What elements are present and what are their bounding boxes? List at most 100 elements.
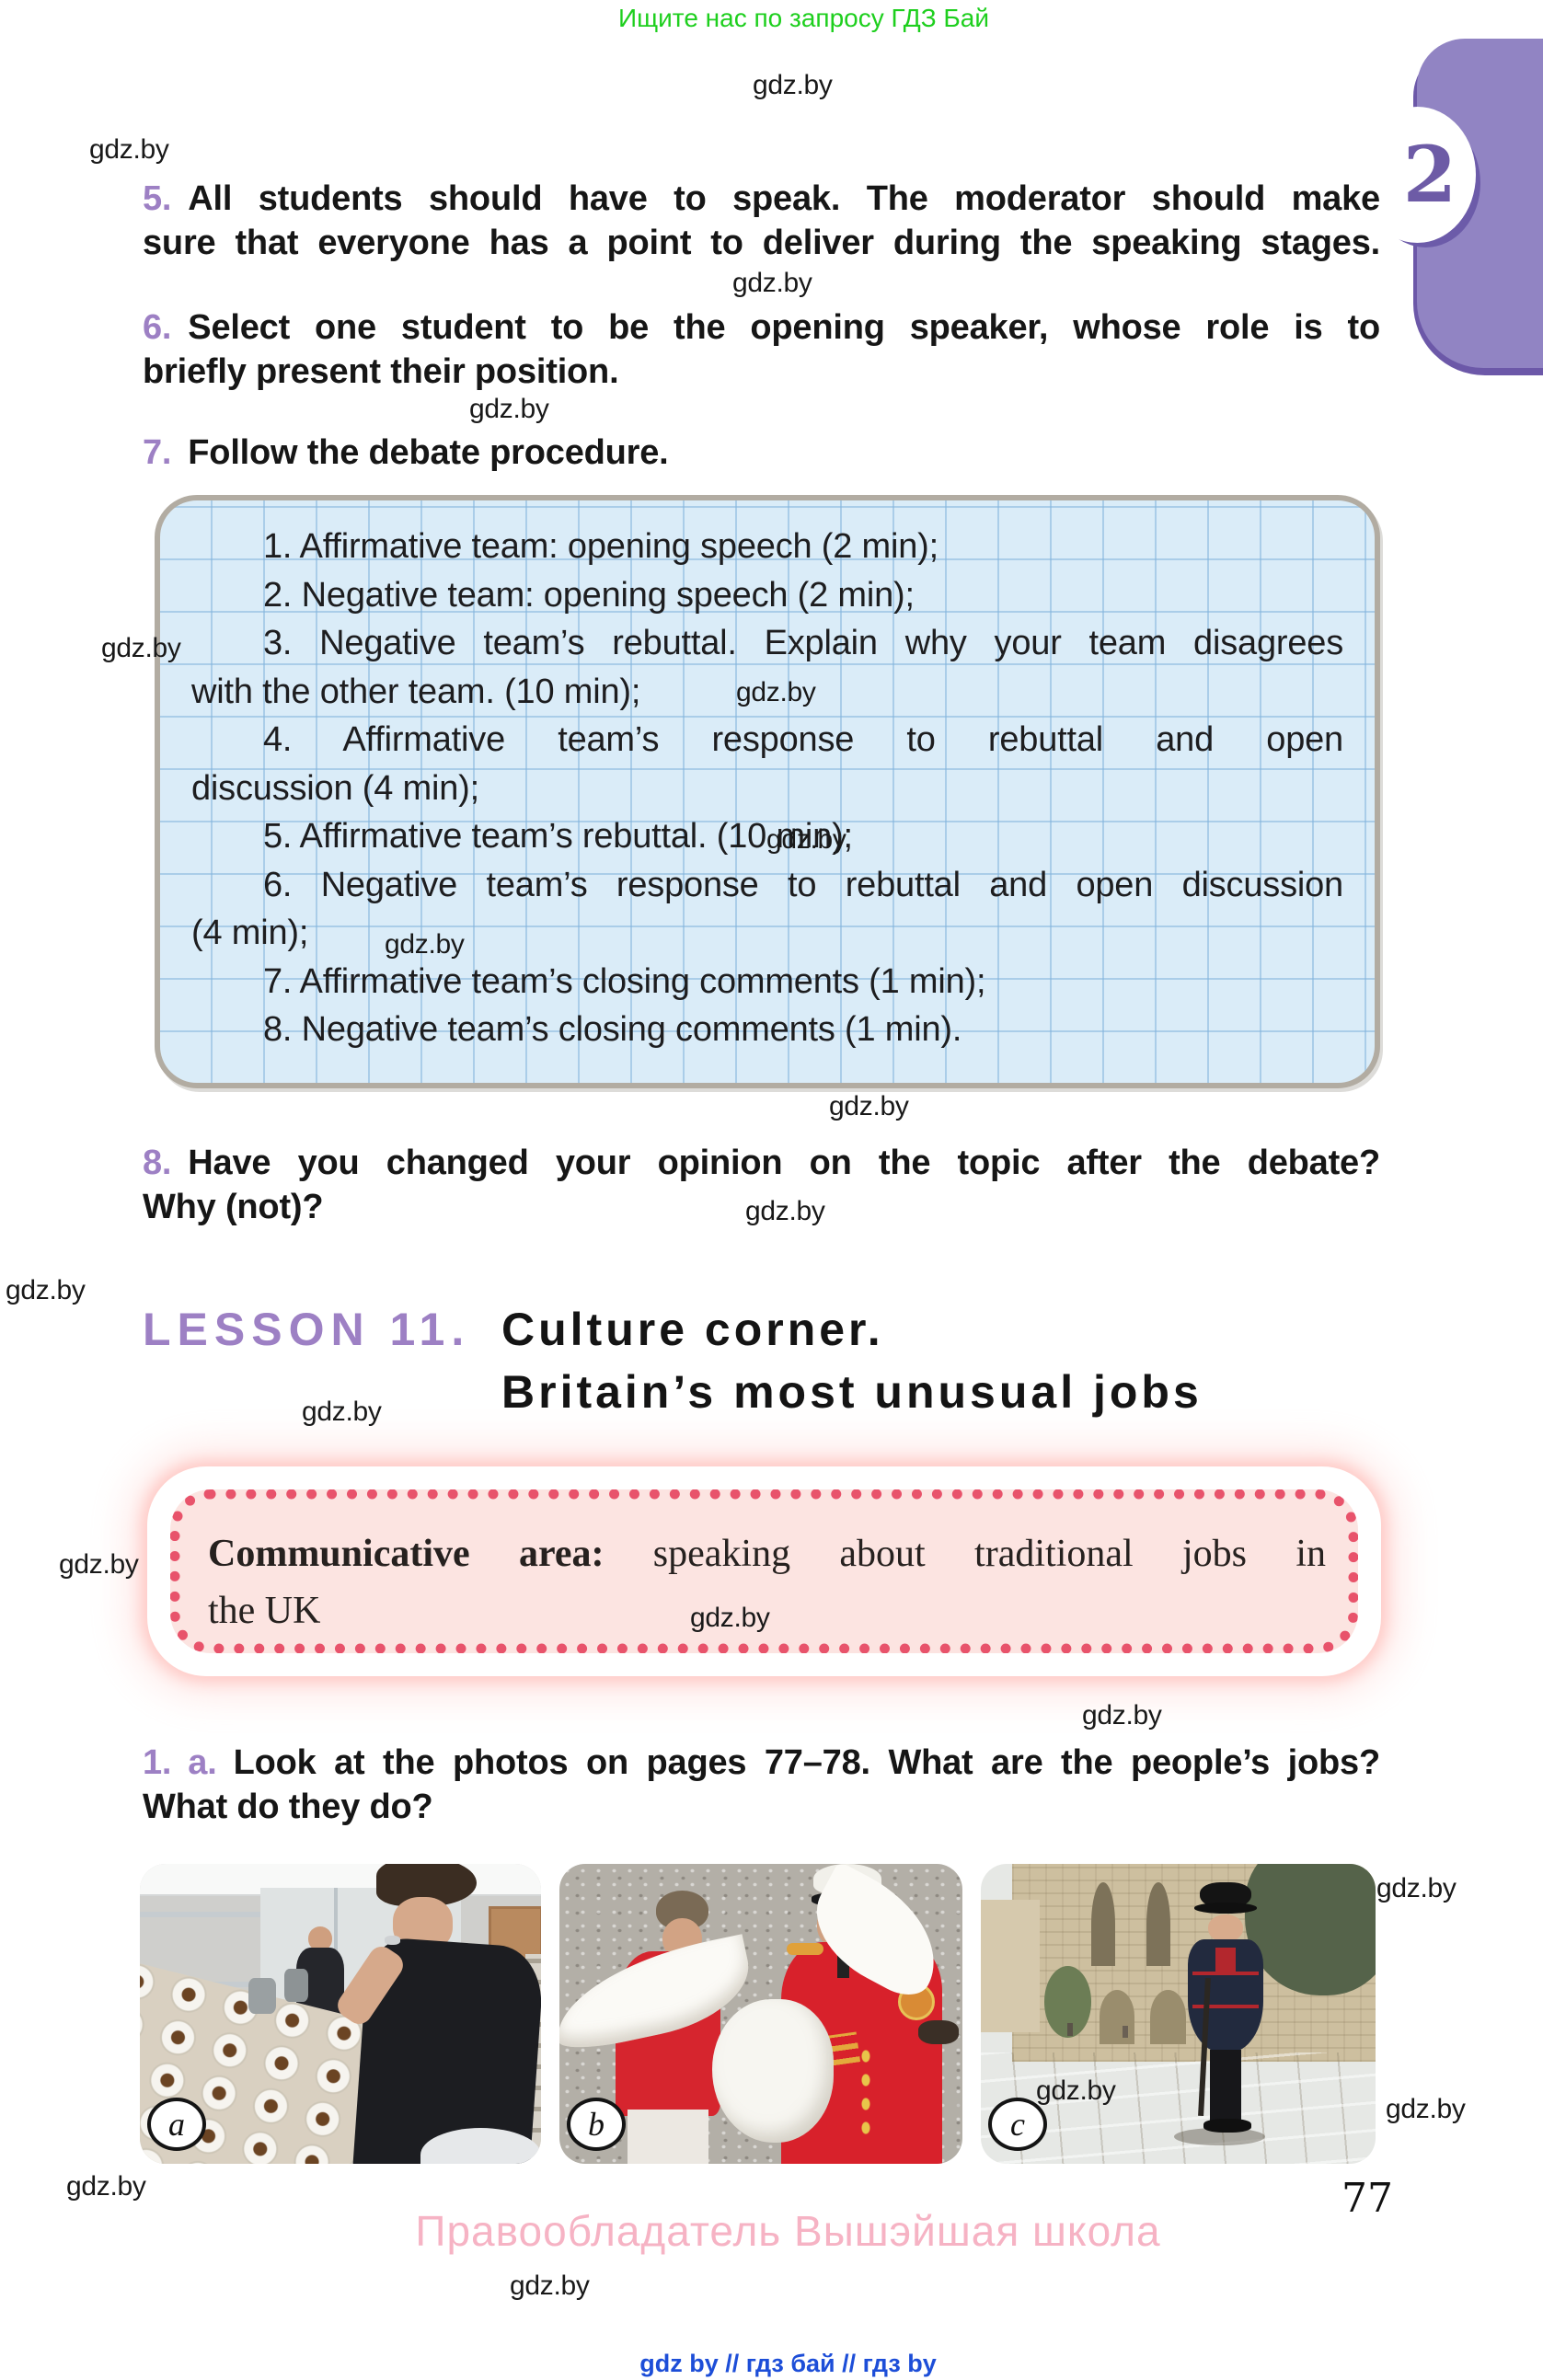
photo-b-label: b [567,2098,626,2151]
gdz-watermark: gdz.by [66,2171,146,2202]
gdz-watermark: gdz.by [1376,1873,1457,1903]
debate-step: 8. Negative team’s closing comments (1 m… [263,1010,962,1049]
photo-c-beefeater: c [981,1864,1376,2164]
man1-white-shorts [628,2110,709,2164]
stone-pavement [981,2052,1376,2164]
gdz-watermark: gdz.by [1082,1700,1162,1730]
gdz-watermark: gdz.by [736,677,816,707]
unit-number: 2 [1402,129,1457,220]
tunic-red-band [1192,1972,1260,1976]
communicative-area-box: Communicative area: speaking about tradi… [147,1466,1381,1676]
beefeater-shoes [1203,2119,1251,2133]
kettle [248,1977,277,2014]
gdz-watermark: gdz.by [690,1603,770,1633]
exercise-text: Look at the photos on pages 77–78. What … [233,1743,1381,1782]
debate-step: 2. Negative team: opening speech (2 min)… [263,575,915,615]
tunic-red-band [1192,2005,1260,2009]
exercise-7-line1: 7. Follow the debate procedure. [143,431,1380,475]
exercise-1a-line2: What do they do? [143,1788,433,1826]
lesson-label: LESSON 11. [143,1304,471,1355]
photo-a-tea-taster: a [140,1864,541,2164]
page-number: 77 [1341,2175,1393,2222]
gdz-watermark: gdz.by [1386,2094,1466,2124]
lesson-title-line2: Britain’s most unusual jobs [501,1366,1203,1418]
background-person-head [308,1926,333,1951]
exercise-text: All students should have to speak. The m… [188,179,1380,218]
debate-step: 1. Affirmative team: opening speech (2 m… [263,527,938,566]
tasting-spoon [384,1936,401,1945]
communicative-area-desc: speaking about traditional jobs in [652,1533,1327,1575]
exercise-7: 7. Follow the debate procedure. [143,431,1380,475]
debate-step: 5. Affirmative team’s rebuttal. (10 min)… [263,817,853,856]
man2-buttons [858,2043,874,2140]
gdz-watermark: gdz.by [753,70,833,100]
exercise-number: 8. [143,1144,172,1182]
exercise-text: Select one student to be the opening spe… [188,308,1380,347]
exercise-number: 7. [143,433,172,472]
arch-shadow [1150,1989,1187,2044]
exercise-number: 1. [143,1743,172,1782]
exercise-6-line2: briefly present their position. [143,352,619,391]
unit-tab-notch [1359,107,1476,243]
distant-person [1067,2022,1074,2036]
exercise-8: 8. Have you changed your opinion on the t… [143,1141,1380,1229]
gdz-watermark: gdz.by [101,633,181,663]
gdz-watermark: gdz.by [829,1091,909,1121]
swan-head [917,2019,959,2044]
exercise-text: Have you changed your opinion on the top… [188,1144,1380,1182]
small-tree [1043,1965,1092,2039]
green-search-hint: Ищите нас по запросу ГДЗ Бай [618,4,990,32]
exercise-5-line1: 5. All students should have to speak. The… [143,177,1380,221]
communicative-area-inner: Communicative area: speaking about tradi… [170,1489,1358,1653]
photo-b-swan-uppers: b [559,1864,962,2164]
tunic-crown-emblem [1215,1948,1236,1972]
debate-step: discussion (4 min); [191,768,479,808]
gdz-watermark: gdz.by [89,134,169,165]
arch-shadow [1099,1989,1135,2044]
arched-window [1091,1881,1115,1966]
gdz-watermark: gdz.by [469,394,549,424]
exercise-5-line2: sure that everyone has a point to delive… [143,224,1380,262]
communicative-area-line1: Communicative area: speaking about tradi… [208,1525,1326,1582]
communicative-area-text: Communicative area: speaking about tradi… [208,1525,1326,1639]
exercise-1a: 1. a. Look at the photos on pages 77–78. W… [143,1741,1380,1829]
exercise-number: 5. [143,179,172,218]
beefeater-legs [1209,2050,1242,2125]
debate-procedure-box: 1. Affirmative team: opening speech (2 m… [155,495,1380,1088]
exercise-text: Follow the debate procedure. [188,433,669,472]
exercise-subletter: a. [188,1743,217,1782]
debate-step: (4 min); [191,914,309,952]
exercise-8-line1: 8. Have you changed your opinion on the t… [143,1141,1380,1185]
debate-step: with the other team. (10 min); [191,672,641,711]
debate-step: 4. Affirmative team’s response to rebutt… [263,720,1343,759]
arched-window [1146,1881,1170,1966]
gdz-watermark: gdz.by [1036,2075,1116,2106]
exercise-1a-line1: 1. a. Look at the photos on pages 77–78. W… [143,1741,1380,1785]
hat-brim [1193,1903,1258,1914]
exercise-6-line1: 6. Select one student to be the opening s… [143,305,1380,350]
gdz-watermark: gdz.by [766,824,846,855]
kettle [283,1969,309,2002]
man2-epaulette [787,1943,823,1956]
debate-step: 6. Negative team’s response to rebuttal … [263,865,1343,904]
photo-c-label: c [988,2098,1047,2151]
gdz-watermark: gdz.by [732,268,812,298]
figure-shadow [1174,2127,1265,2146]
gdz-watermark: gdz.by [510,2271,590,2301]
gdz-watermark: gdz.by [6,1275,86,1305]
beefeater-face [1207,1914,1244,1942]
tower-turret [981,1900,1041,2032]
exercise-number: 6. [143,308,172,347]
distant-person [1123,2026,1129,2039]
gdz-watermark: gdz.by [745,1196,825,1226]
debate-step: 3. Negative team’s rebuttal. Explain why… [263,624,1343,662]
gdz-watermark: gdz.by [302,1397,382,1427]
exercise-5: 5. All students should have to speak. The… [143,177,1380,265]
gdz-watermark: gdz.by [59,1549,139,1580]
communicative-area-label: Communicative area: [208,1533,605,1575]
exercise-8-line2: Why (not)? [143,1188,324,1226]
swan-body [712,1998,834,2144]
communicative-area-line2: the UK [208,1590,321,1632]
footer-search-line: gdz by // гдз бай // гдз by [639,2350,937,2377]
